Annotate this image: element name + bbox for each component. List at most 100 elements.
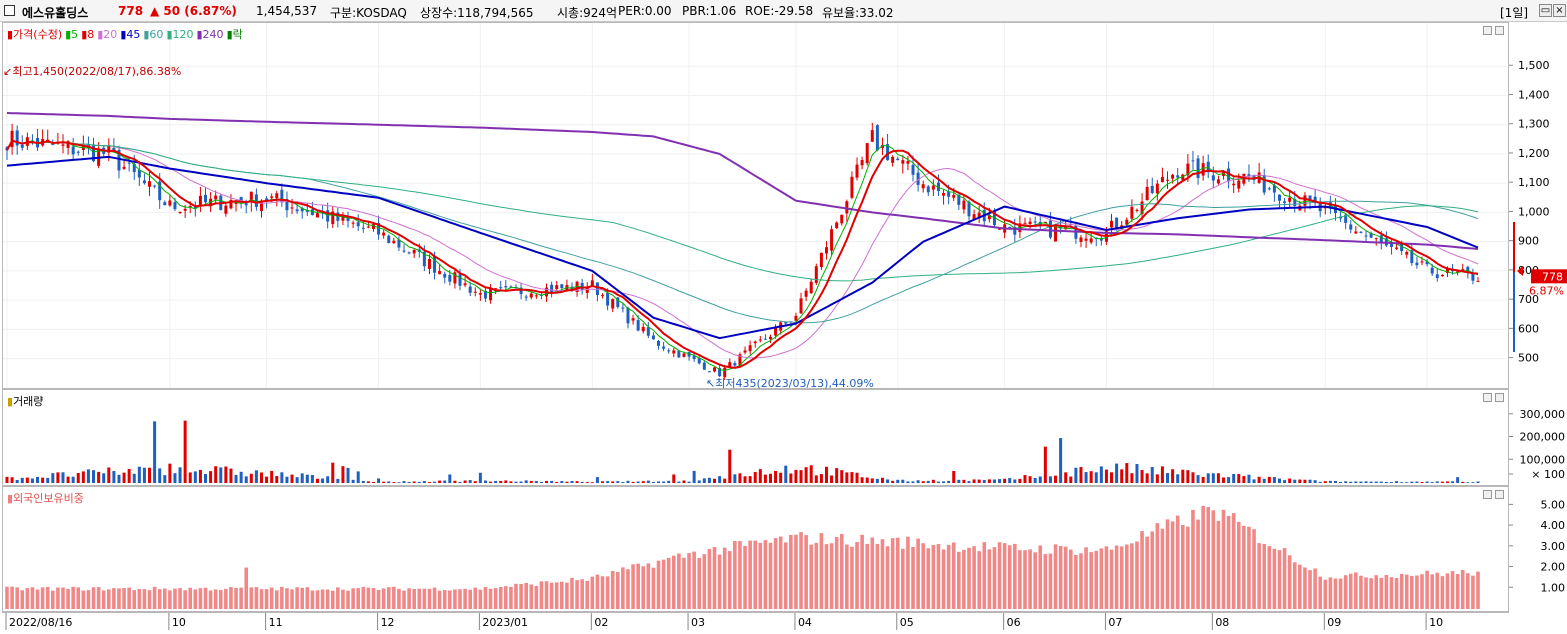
candle (142, 173, 146, 185)
foreign-bar (743, 545, 747, 609)
foreign-bar (381, 588, 386, 609)
candle (204, 187, 208, 204)
volume-bar (621, 482, 625, 483)
candle (285, 191, 289, 218)
volume-bar (947, 480, 951, 483)
foreign-bar (127, 587, 131, 609)
volume-bar (1257, 476, 1261, 483)
foreign-bar (1348, 573, 1353, 609)
volume-panel[interactable]: ▮거래량 (2, 389, 1509, 486)
volume-bar (1232, 474, 1236, 483)
volume-bar (921, 481, 925, 483)
stock-name[interactable]: 에스유홀딩스 (22, 6, 89, 20)
foreign-bar (529, 584, 534, 609)
foreign-bar (600, 576, 605, 609)
volume-bar (1277, 478, 1281, 483)
candle (809, 278, 813, 294)
volume-bar (153, 421, 157, 483)
candle (1364, 230, 1368, 242)
volume-bar (107, 467, 111, 483)
candle (875, 124, 879, 152)
close-icon[interactable]: × (1553, 4, 1566, 17)
volume-bar (1150, 467, 1154, 483)
volume-bar (672, 474, 676, 483)
foreign-panel[interactable]: ▮외국인보유비중 (2, 486, 1509, 612)
volume-bar (1364, 481, 1368, 483)
volume-bar (550, 480, 554, 483)
volume-bar (382, 481, 386, 483)
volume-bar (1354, 481, 1358, 483)
foreign-bar (356, 588, 361, 609)
panel-minimize-icon[interactable] (1483, 26, 1492, 35)
panel-close-icon[interactable] (1495, 26, 1504, 35)
candle (804, 288, 808, 302)
volume-bar (1094, 472, 1098, 483)
foreign-bar (748, 540, 752, 609)
foreign-close-icon[interactable] (1495, 490, 1504, 499)
foreign-bar (213, 589, 218, 609)
candle (748, 340, 752, 355)
header-checkbox[interactable] (4, 5, 15, 16)
foreign-bar (239, 587, 243, 609)
candle (942, 189, 946, 205)
foreign-bar (371, 587, 376, 609)
foreign-bar (957, 551, 961, 609)
candle (41, 129, 45, 147)
volume-bar (555, 481, 559, 483)
foreign-bar (300, 587, 305, 609)
foreign-bar (1028, 549, 1032, 609)
foreign-tick: 3.00 (1541, 540, 1566, 553)
volume-bar (422, 481, 426, 483)
period-selector[interactable]: [1일] (1500, 6, 1529, 20)
candle (1211, 166, 1215, 188)
candle (336, 207, 340, 228)
foreign-bar (259, 589, 264, 609)
volume-title: ▮거래량 (7, 395, 44, 408)
candle (519, 282, 523, 300)
volume-bar (97, 471, 101, 483)
volume-bar (20, 477, 24, 483)
foreign-bar (1323, 579, 1328, 609)
foreign-bar (269, 587, 274, 609)
candle (463, 277, 467, 288)
foreign-bar (442, 590, 447, 609)
volume-bar (1237, 474, 1241, 483)
volume-bar (1054, 475, 1058, 483)
volume-bar (315, 478, 319, 483)
candle (891, 155, 895, 167)
volume-bar (1110, 472, 1114, 483)
volume-bar (753, 472, 757, 483)
foreign-bar (1140, 531, 1144, 609)
candle (601, 293, 605, 299)
foreign-bar (1058, 545, 1063, 609)
foreign-bar (1165, 519, 1170, 609)
price-panel[interactable]: ▮가격(수정) ▮5 ▮8 ▮20 ▮45 ▮60 ▮120 ▮240 ▮락 ↙최고1,450(… (2, 22, 1509, 390)
volume-bar (1074, 467, 1078, 483)
foreign-bar (285, 588, 289, 609)
foreign-bar (1476, 571, 1480, 609)
volume-bar (1374, 481, 1378, 483)
candle (585, 282, 589, 299)
volume-chart[interactable] (3, 390, 1508, 485)
pbr-value: PBR:1.06 (682, 4, 737, 18)
restore-icon[interactable]: ▭ (1539, 4, 1552, 17)
volume-bar (845, 472, 849, 483)
foreign-bar (483, 587, 488, 609)
foreign-bar (733, 541, 737, 609)
foreign-bar (911, 547, 915, 609)
volume-minimize-icon[interactable] (1483, 393, 1492, 402)
candle (1277, 194, 1281, 209)
foreign-bar (25, 588, 30, 609)
foreign-bar (310, 590, 315, 609)
foreign-minimize-icon[interactable] (1483, 490, 1492, 499)
volume-bar (1064, 472, 1068, 483)
volume-bar (952, 470, 956, 483)
candle (1166, 171, 1170, 189)
foreign-bar (249, 587, 254, 609)
price-chart[interactable] (3, 23, 1508, 388)
volume-bar (713, 478, 717, 483)
volume-close-icon[interactable] (1495, 393, 1504, 402)
foreign-bar (575, 580, 579, 609)
candle (443, 271, 447, 284)
foreign-chart[interactable] (3, 487, 1508, 611)
